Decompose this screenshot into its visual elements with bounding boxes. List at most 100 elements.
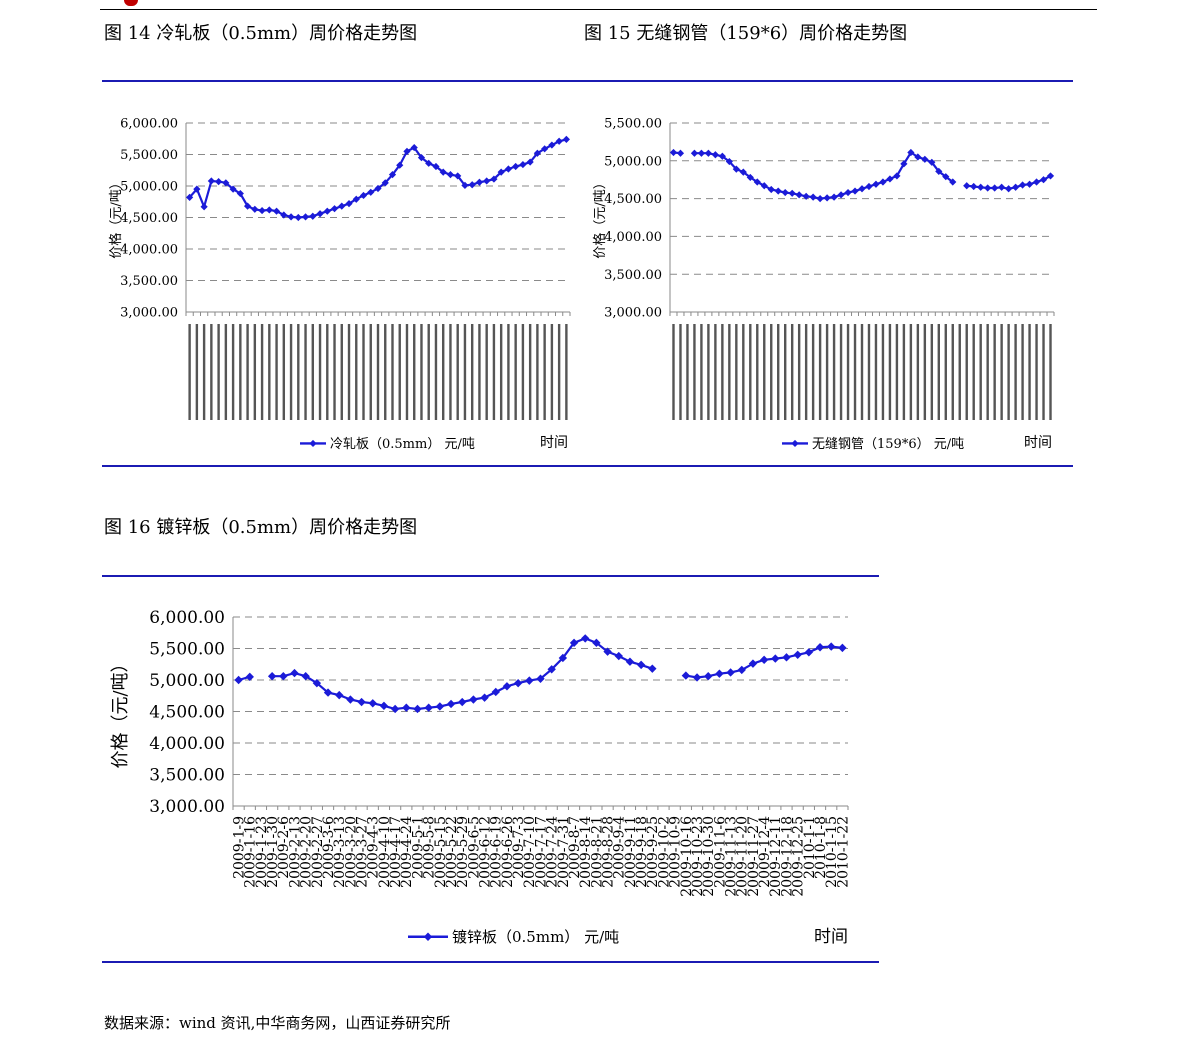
y-axis-label: 价格（元/吨）	[110, 654, 131, 768]
data-point	[625, 657, 635, 666]
x-tick-label-glyph	[289, 324, 293, 420]
x-tick-label: 2009-6-12	[477, 816, 493, 888]
data-point	[243, 202, 252, 210]
data-point	[403, 147, 411, 155]
x-tick-label: 2009-10-16	[679, 816, 695, 897]
data-point	[367, 188, 375, 196]
x-tick-label: 2009-3-6	[321, 816, 337, 879]
x-tick-label-glyph	[784, 324, 787, 420]
y-tick-label: 5,500.00	[149, 639, 225, 659]
x-tick-label: 2009-10-30	[701, 816, 717, 897]
x-tick-label-glyph	[246, 324, 249, 420]
x-tick-label-glyph	[902, 324, 906, 420]
x-tick-label-glyph	[297, 324, 300, 420]
chart-seamless-pipe: 3,000.00 3,500.00 4,000.00 4,500.00 5,000.00…	[590, 112, 1070, 462]
x-tick-label-glyph	[923, 324, 927, 420]
x-tick-label-glyph	[867, 324, 871, 420]
x-tick-label: 2009-5-1	[410, 816, 426, 879]
data-point	[388, 171, 397, 179]
x-tick-label: 2009-10-23	[690, 816, 706, 897]
x-tick-label-glyph	[398, 324, 401, 420]
x-tick-label-glyph	[756, 324, 759, 420]
x-tick-label-glyph	[860, 324, 864, 420]
x-tick-label-glyph	[1000, 324, 1003, 420]
y-tick-label: 4,000.00	[604, 230, 662, 245]
x-tick-label-glyph	[565, 324, 568, 420]
figure-row-top-rule	[102, 80, 1073, 82]
x-tick-label: 2009-1-9	[231, 816, 247, 879]
x-tick-label-glyph	[777, 324, 780, 420]
figure-15-title: 图 15 无缝钢管（159*6）周价格走势图	[584, 23, 908, 44]
data-point	[795, 191, 803, 199]
x-tick-label-glyph	[909, 324, 913, 420]
x-tick-label-glyph	[188, 324, 191, 420]
data-point	[935, 167, 943, 175]
y-axis-label: 价格（元/吨）	[592, 176, 608, 258]
x-tick-label: 2009-3-13	[332, 816, 348, 888]
data-point	[417, 154, 426, 162]
x-tick-label-glyph	[888, 324, 892, 420]
data-point	[977, 183, 985, 191]
data-point	[914, 153, 922, 161]
x-tick-label-glyph	[874, 324, 878, 420]
x-tick-label: 2009-11-6	[712, 816, 728, 888]
x-tick-label-glyph	[1035, 324, 1038, 420]
data-point	[525, 676, 534, 685]
data-point	[323, 207, 331, 215]
x-tick-label-glyph	[543, 324, 546, 420]
data-point	[886, 175, 894, 183]
data-point	[907, 148, 915, 157]
data-point	[533, 149, 541, 157]
data-point	[681, 671, 691, 680]
data-point	[732, 165, 740, 173]
x-tick-label-glyph	[972, 324, 975, 420]
y-tick-label: 6,000.00	[149, 608, 225, 628]
x-tick-label-glyph	[492, 324, 496, 420]
x-tick-label-glyph	[239, 324, 242, 420]
x-tick-label-glyph	[442, 324, 445, 420]
data-point	[1005, 185, 1013, 193]
data-point	[215, 177, 223, 186]
data-point	[690, 149, 699, 157]
x-tick-label-glyph	[550, 324, 554, 420]
data-point	[265, 206, 273, 214]
x-tick-label-glyph	[1021, 324, 1024, 420]
data-point	[402, 703, 411, 712]
x-tick-label-glyph	[1028, 324, 1031, 420]
data-point	[725, 157, 733, 166]
y-tick-label: 6,000.00	[120, 117, 178, 132]
x-tick-label-glyph	[318, 324, 322, 420]
data-point	[998, 183, 1006, 191]
data-point	[519, 160, 527, 169]
x-tick-label: 2010-1-8	[813, 816, 829, 879]
data-point	[815, 643, 825, 652]
x-tick-label-glyph	[355, 324, 358, 420]
x-tick-label: 2009-4-17	[388, 816, 404, 888]
data-point	[726, 668, 735, 677]
x-tick-label-glyph	[456, 324, 459, 420]
figure-16-title: 图 16 镀锌板（0.5mm）周价格走势图	[104, 517, 418, 538]
x-tick-label-glyph	[195, 324, 199, 420]
x-tick-label-glyph	[217, 324, 220, 420]
data-point	[490, 175, 498, 183]
data-point	[468, 181, 476, 189]
data-point	[526, 158, 534, 166]
y-tick-label: 3,000.00	[120, 306, 178, 321]
data-point	[704, 149, 712, 157]
x-tick-label-glyph	[1007, 324, 1010, 420]
x-tick-label-glyph	[1049, 324, 1052, 420]
x-tick-label: 2009-4-10	[377, 816, 393, 888]
x-tick-label-glyph	[679, 324, 682, 420]
data-point	[636, 660, 646, 670]
y-tick-label: 4,000.00	[120, 243, 178, 258]
x-tick-label: 2009-3-27	[354, 816, 370, 888]
data-point	[200, 203, 208, 211]
data-point	[771, 654, 780, 663]
data-point	[234, 675, 243, 685]
data-point	[357, 697, 366, 707]
x-tick-label: 2010-1-15	[824, 816, 840, 888]
top-rule	[100, 9, 1097, 10]
x-tick-label: 2009-12-18	[779, 816, 795, 897]
y-tick-label: 3,500.00	[120, 274, 178, 289]
data-point	[548, 141, 556, 149]
